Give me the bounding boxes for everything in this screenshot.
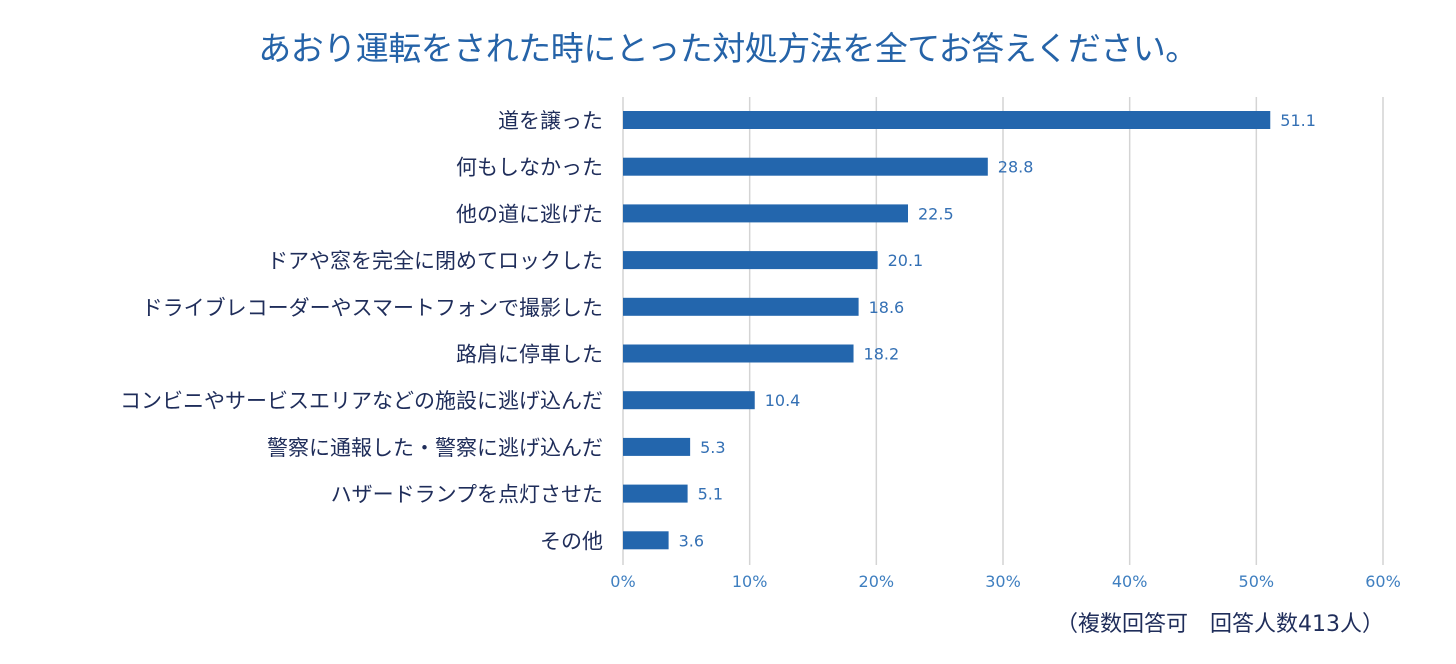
bar [623,111,1271,129]
category-label: コンビニやサービスエリアなどの施設に逃げ込んだ [120,389,603,413]
bar [623,251,878,270]
value-label: 3.6 [679,531,704,550]
category-label: 道を譲った [498,109,603,133]
x-tick-label: 20% [859,572,895,591]
bar [623,531,669,550]
bar [623,157,988,176]
value-labels: 51.1 28.8 22.5 20.1 18.6 18.2 10.4 5.3 5.1 3.6 [679,111,1316,550]
x-tick-label: 0% [610,572,635,591]
value-label: 18.6 [869,298,905,317]
value-label: 20.1 [888,251,924,270]
value-label: 22.5 [918,204,954,223]
category-labels: 道を譲った何もしなかった他の道に逃げたドアや窓を完全に閉めてロックしたドライブレ… [120,109,603,553]
bars [623,111,1271,550]
value-label: 10.4 [765,391,801,410]
category-label: 警察に通報した・警察に逃げ込んだ [267,436,603,460]
category-label: ハザードランプを点灯させた [331,483,603,507]
bar [623,437,691,456]
bar [623,391,755,410]
value-label: 28.8 [998,158,1034,177]
category-label: 何もしなかった [456,156,603,180]
value-label: 18.2 [864,345,900,364]
category-label: その他 [540,529,603,553]
chart-title: あおり運転をされた時にとった対処方法を全てお答えください。 [258,29,1198,68]
x-tick-label: 40% [1112,572,1148,591]
category-label: 路肩に停車した [456,343,603,367]
bar [623,484,688,503]
category-label: ドアや窓を完全に閉めてロックした [267,249,603,273]
value-label: 5.1 [698,485,723,504]
x-tick-label: 10% [732,572,768,591]
bar [623,297,859,316]
value-label: 51.1 [1280,111,1316,130]
bar [623,344,854,363]
category-label: ドライブレコーダーやスマートフォンで撮影した [142,296,603,320]
value-label: 5.3 [700,438,725,457]
category-label: 他の道に逃げた [456,202,603,226]
sample-note: （複数回答可 回答人数413人） [1056,612,1384,637]
x-tick-label: 30% [985,572,1021,591]
x-tick-labels: 0% 10% 20% 30% 40% 50% 60% [610,572,1400,591]
x-tick-label: 60% [1365,572,1401,591]
bar [623,204,908,223]
x-tick-label: 50% [1239,572,1275,591]
